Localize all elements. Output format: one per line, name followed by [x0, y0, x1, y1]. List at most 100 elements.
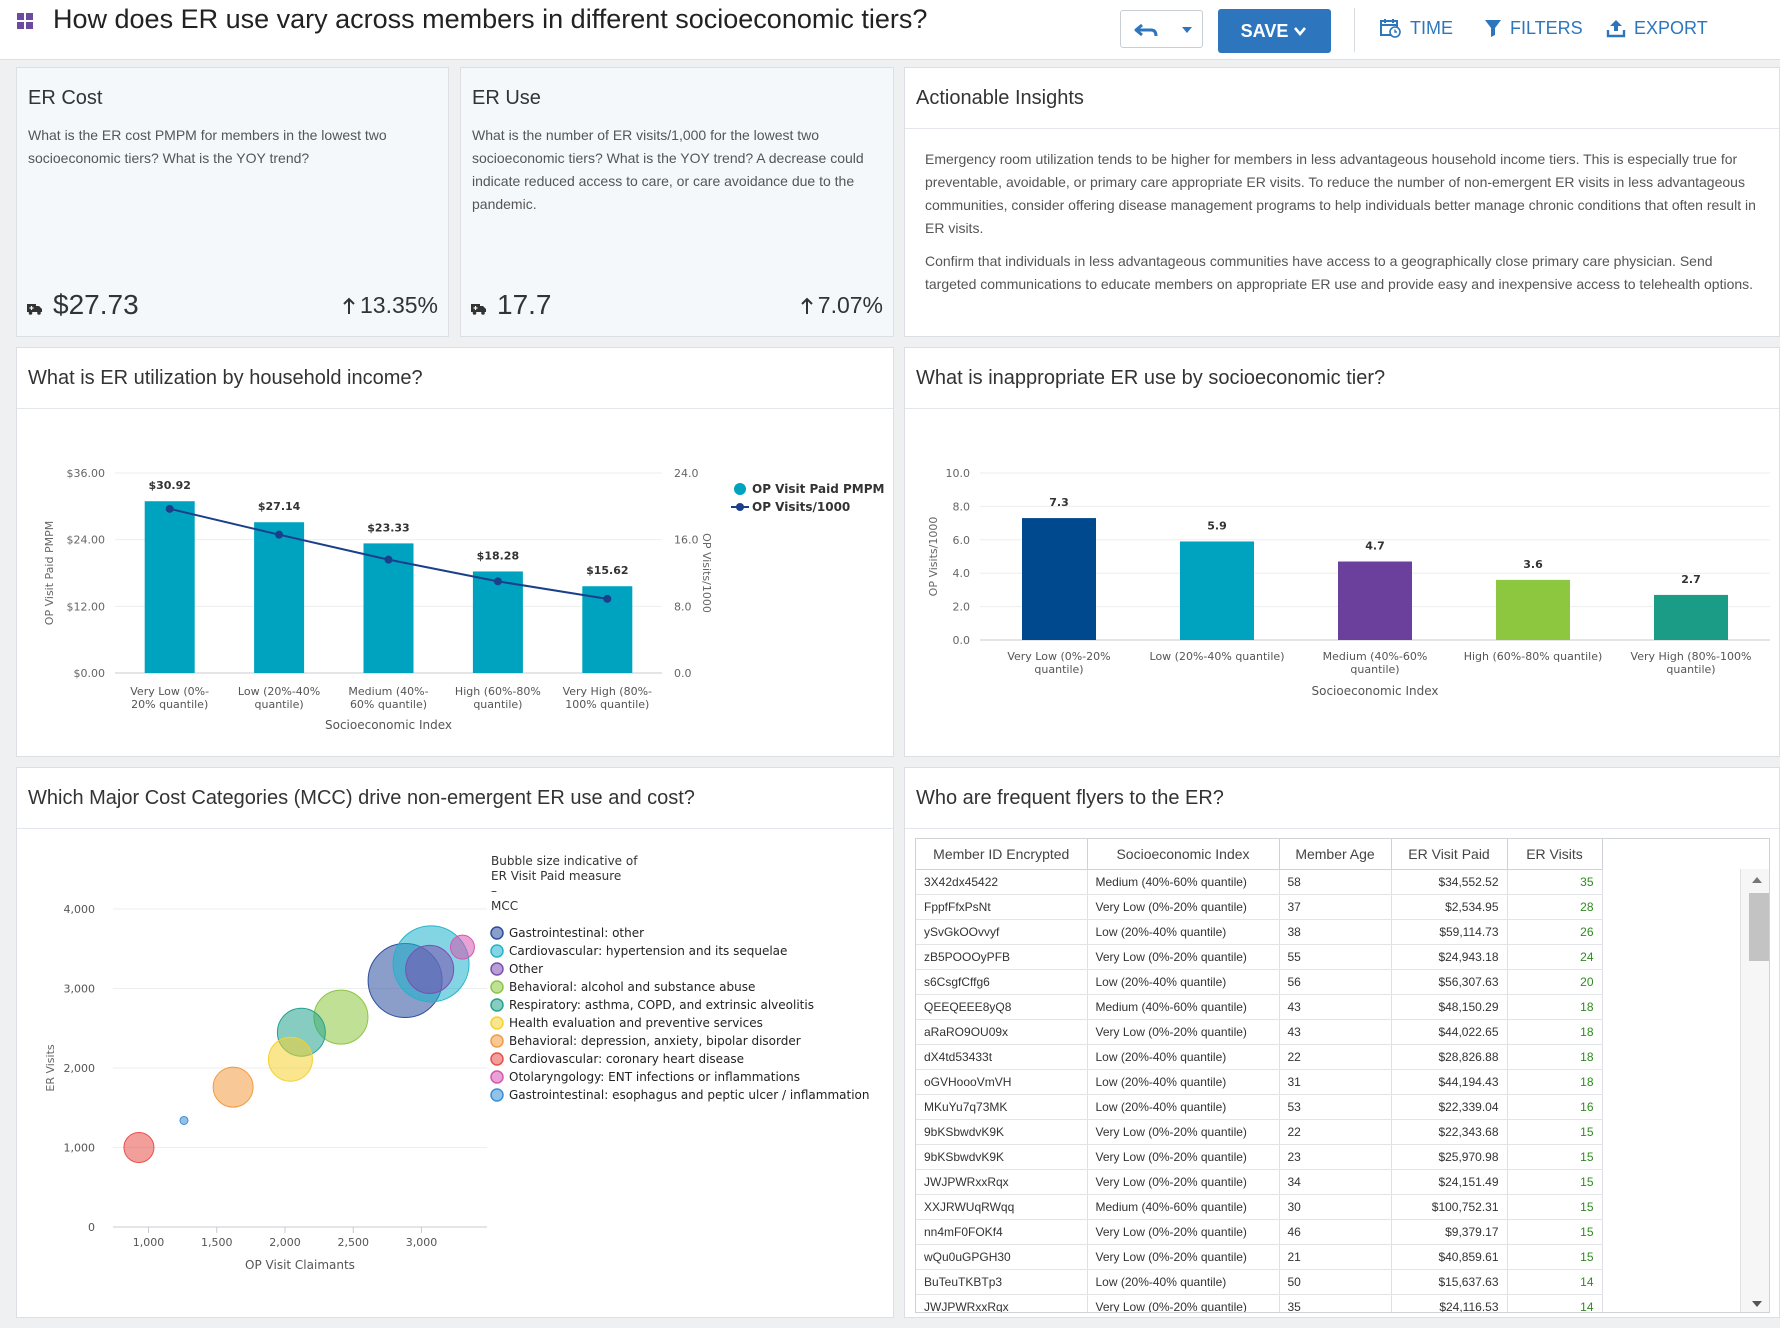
mcc-bubble-chart: 0 1,000 2,000 3,000 4,000 1,000 1,500 2,000 2,50…: [44, 854, 870, 1272]
legend-label: Other: [509, 962, 543, 976]
er-visits-cell: 28: [1507, 894, 1603, 920]
table-row[interactable]: dX4td53433t Low (20%-40% quantile) 22 $28,8…: [916, 1044, 1603, 1070]
socioeconomic-index-cell: Very Low (0%-20% quantile): [1087, 1119, 1280, 1145]
socioeconomic-index-cell: Medium (40%-60% quantile): [1087, 869, 1280, 895]
legend-marker: [490, 1052, 504, 1066]
x-tick-label: quantile): [1666, 663, 1715, 676]
socioeconomic-index-cell: Very Low (0%-20% quantile): [1087, 1294, 1280, 1312]
bar-value-label: 5.9: [1207, 519, 1227, 532]
x-tick-label: 2,500: [337, 1236, 369, 1249]
table-row[interactable]: nn4mF0FOKf4 Very Low (0%-20% quantile) 46 $…: [916, 1219, 1603, 1245]
y2-tick-label: 8.0: [674, 600, 692, 613]
er-visit-paid-cell: $24,151.49: [1391, 1169, 1508, 1195]
socioeconomic-index-cell: Low (20%-40% quantile): [1087, 969, 1280, 995]
member-id-cell: FppfFfxPsNt: [916, 894, 1088, 920]
mcc-chart-divider: [17, 828, 893, 829]
member-age-cell: 30: [1279, 1194, 1392, 1220]
table-row[interactable]: s6CsgfCffg6 Low (20%-40% quantile) 56 $56,3…: [916, 969, 1603, 995]
legend-label: Gastrointestinal: other: [509, 926, 644, 940]
er-use-value: 17.7: [497, 289, 552, 320]
table-row[interactable]: FppfFfxPsNt Very Low (0%-20% quantile) 37 $…: [916, 894, 1603, 920]
member-id-cell: MKuYu7q73MK: [916, 1094, 1088, 1120]
caret-down-icon: [1182, 27, 1192, 33]
bubble: [267, 1036, 313, 1082]
x-tick-label: 100% quantile): [565, 698, 649, 711]
table-row[interactable]: 9bKSbwdvK9K Very Low (0%-20% quantile) 22 $…: [916, 1119, 1603, 1145]
column-header-er-visit-paid[interactable]: ER Visit Paid: [1391, 839, 1508, 870]
er-visits-cell: 26: [1507, 919, 1603, 945]
tier-chart-divider: [905, 408, 1779, 409]
member-age-cell: 35: [1279, 1294, 1392, 1312]
scroll-down-arrow-icon[interactable]: [1751, 1299, 1763, 1309]
y-axis-title: OP Visit Paid PMPM: [43, 521, 56, 625]
er-visit-paid-cell: $9,379.17: [1391, 1219, 1508, 1245]
column-header-er-visits[interactable]: ER Visits: [1507, 839, 1603, 870]
undo-arrow-icon: [1134, 23, 1158, 37]
line-point: [384, 555, 393, 564]
member-age-cell: 22: [1279, 1119, 1392, 1145]
table-row[interactable]: JWJPWRxxRqx Very Low (0%-20% quantile) 35 $…: [916, 1294, 1603, 1312]
filters-button[interactable]: FILTERS: [1484, 14, 1583, 42]
table-scrollbar[interactable]: [1740, 869, 1769, 1312]
x-tick-label: quantile): [1034, 663, 1083, 676]
er-visits-cell: 14: [1507, 1269, 1603, 1295]
er-cost-value: $27.73: [53, 289, 139, 320]
socioeconomic-index-cell: Low (20%-40% quantile): [1087, 1044, 1280, 1070]
y-tick-label: $12.00: [67, 600, 106, 613]
member-age-cell: 55: [1279, 944, 1392, 970]
socioeconomic-index-cell: Very Low (0%-20% quantile): [1087, 944, 1280, 970]
legend-label: Cardiovascular: coronary heart disease: [509, 1052, 744, 1066]
filters-label: FILTERS: [1510, 17, 1583, 38]
legend-marker: [490, 1016, 504, 1030]
undo-history-dropdown[interactable]: [1171, 10, 1203, 48]
grid-icon[interactable]: [17, 13, 33, 29]
x-tick-label: 2,000: [269, 1236, 301, 1249]
table-row[interactable]: zB5POOOyPFB Very Low (0%-20% quantile) 55 $…: [916, 944, 1603, 970]
er-use-description: What is the number of ER visits/1,000 fo…: [472, 127, 864, 212]
scroll-up-arrow-icon[interactable]: [1751, 875, 1763, 885]
member-id-cell: dX4td53433t: [916, 1044, 1088, 1070]
bubble: [405, 944, 455, 994]
table-row[interactable]: MKuYu7q73MK Low (20%-40% quantile) 53 $22,3…: [916, 1094, 1603, 1120]
undo-button[interactable]: [1120, 10, 1172, 48]
x-tick-label: 60% quantile): [350, 698, 427, 711]
arrow-up-icon: [801, 297, 813, 314]
table-row[interactable]: ySvGkOOvvyf Low (20%-40% quantile) 38 $59,1…: [916, 919, 1603, 945]
bubble: [123, 1132, 155, 1163]
table-row[interactable]: wQu0uGPGH30 Very Low (0%-20% quantile) 21 $…: [916, 1244, 1603, 1270]
table-row[interactable]: QEEQEEE8yQ8 Medium (40%-60% quantile) 43 $4…: [916, 994, 1603, 1020]
bar-value-label: 4.7: [1365, 540, 1385, 553]
column-header-socioeconomic-index[interactable]: Socioeconomic Index: [1087, 839, 1280, 870]
legend-marker: [490, 944, 504, 958]
column-header-member-age[interactable]: Member Age: [1279, 839, 1392, 870]
export-button[interactable]: EXPORT: [1606, 14, 1708, 42]
y2-tick-label: 0.0: [674, 667, 692, 680]
table-row[interactable]: JWJPWRxxRqx Very Low (0%-20% quantile) 34 $…: [916, 1169, 1603, 1195]
bar: [1022, 518, 1096, 640]
arrow-up-icon: [343, 297, 355, 314]
mcc-chart-title: Which Major Cost Categories (MCC) drive …: [28, 787, 695, 809]
table-row[interactable]: BuTeuTKBTp3 Low (20%-40% quantile) 50 $15,6…: [916, 1269, 1603, 1295]
legend-label: Cardiovascular: hypertension and its seq…: [509, 944, 787, 958]
x-tick-label: High (60%-80%: [455, 685, 541, 698]
member-id-cell: aRaRO9OU09x: [916, 1019, 1088, 1045]
save-button[interactable]: SAVE: [1218, 9, 1331, 53]
table-row[interactable]: aRaRO9OU09x Very Low (0%-20% quantile) 43 $…: [916, 1019, 1603, 1045]
time-button[interactable]: TIME: [1380, 14, 1453, 42]
y-axis-title: OP Visits/1000: [927, 517, 940, 597]
table-scrollbar-thumb[interactable]: [1749, 893, 1769, 961]
legend-note: MCC: [491, 899, 518, 913]
table-row[interactable]: 9bKSbwdvK9K Very Low (0%-20% quantile) 23 $…: [916, 1144, 1603, 1170]
legend-label: Behavioral: depression, anxiety, bipolar…: [509, 1034, 801, 1048]
filter-icon: [1485, 20, 1501, 37]
x-tick-label: High (60%-80% quantile): [1464, 650, 1603, 663]
er-visits-cell: 15: [1507, 1244, 1603, 1270]
er-cost-trend: 13.35%: [342, 292, 438, 319]
table-row[interactable]: oGVHoooVmVH Low (20%-40% quantile) 31 $44,1…: [916, 1069, 1603, 1095]
table-row[interactable]: 3X42dx45422 Medium (40%-60% quantile) 58 $3…: [916, 869, 1603, 895]
table-row[interactable]: XXJRWUqRWqq Medium (40%-60% quantile) 30 $1…: [916, 1194, 1603, 1220]
er-visit-paid-cell: $24,943.18: [1391, 944, 1508, 970]
member-id-cell: zB5POOOyPFB: [916, 944, 1088, 970]
er-cost-title: ER Cost: [28, 87, 103, 109]
column-header-member-id[interactable]: Member ID Encrypted: [916, 839, 1088, 870]
